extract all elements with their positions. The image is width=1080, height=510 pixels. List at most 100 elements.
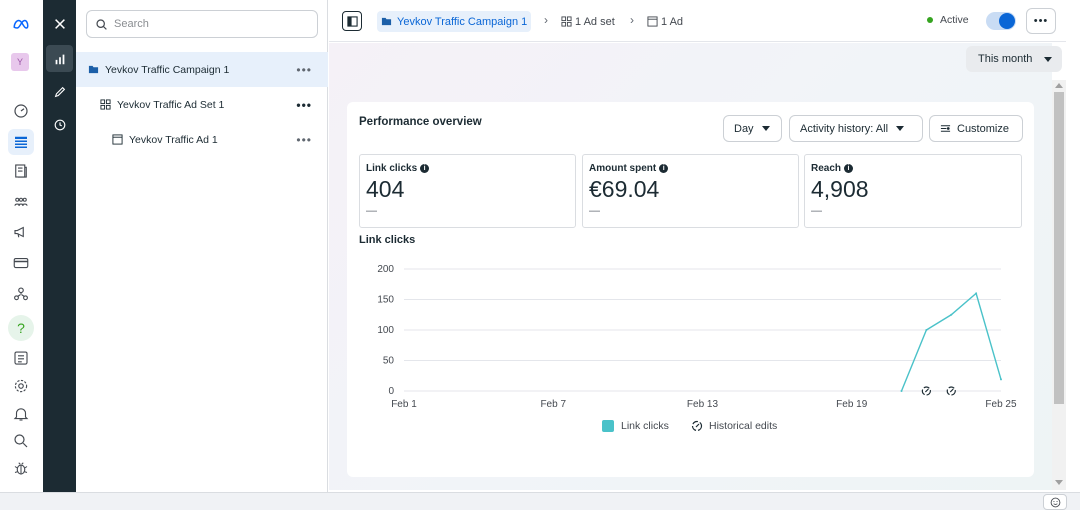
caret-down-icon [761,126,770,131]
x-tick-label: Feb 1 [391,399,417,410]
tree-search[interactable] [86,10,318,38]
bug-report-icon[interactable] [8,455,34,481]
activity-history-dropdown[interactable]: Activity history: All [789,115,923,142]
adset-grid-icon [99,99,111,111]
date-range-label: This month [978,53,1033,65]
caret-down-icon [896,126,905,131]
business-settings-icon[interactable] [8,281,34,307]
metric-comparison: — [589,205,600,217]
more-options-icon[interactable]: ••• [296,132,312,147]
campaigns-table-icon[interactable] [8,129,34,155]
x-tick-label: Feb 19 [836,399,868,410]
card-title: Performance overview [359,116,482,128]
chevron-right-icon: › [630,13,634,27]
chart-title: Link clicks [359,234,416,246]
global-nav-rail: Y ? [0,0,43,492]
performance-card: Performance overview Day Activity histor… [347,102,1034,477]
help-icon[interactable]: ? [8,315,34,341]
y-tick-label: 200 [377,264,394,275]
metric-value: 404 [366,176,405,202]
history-icon[interactable] [46,111,73,138]
status-badge: Active [927,14,969,26]
metric-link-clicks[interactable]: Link clicks i 404 — [359,154,576,228]
data-point [950,313,953,316]
feedback-button[interactable] [1043,494,1067,510]
close-icon[interactable] [46,10,73,37]
metric-value: 4,908 [811,176,869,202]
data-point [900,390,903,392]
analytics-icon[interactable] [46,45,73,72]
account-avatar[interactable]: Y [11,53,29,71]
metric-comparison: — [811,205,822,217]
scrollbar[interactable] [1052,80,1066,490]
ad-icon [647,16,658,27]
x-tick-label: Feb 7 [540,399,566,410]
metric-label: Link clicks [366,163,418,174]
scroll-down-icon[interactable] [1055,480,1063,485]
customize-label: Customize [957,122,1009,135]
activity-history-label: Activity history: All [800,122,889,135]
folder-icon [87,64,99,76]
ad-icon [111,134,123,146]
scroll-up-icon[interactable] [1055,83,1063,88]
more-options-icon[interactable]: ••• [296,97,312,112]
toggle-knob [999,13,1015,29]
date-range-dropdown[interactable]: This month [966,46,1062,72]
more-options-button[interactable]: ••• [1026,8,1056,34]
legend-link-clicks[interactable]: Link clicks [602,420,669,432]
tree-item-ad[interactable]: Yevkov Traffic Ad 1 ••• [76,122,328,157]
more-options-icon[interactable]: ••• [296,62,312,77]
info-icon[interactable]: i [420,164,430,173]
metric-reach[interactable]: Reach i 4,908 — [804,154,1022,228]
data-point [975,292,978,295]
legend-label: Historical edits [709,420,778,432]
y-tick-label: 50 [383,356,395,367]
status-label: Active [940,14,969,26]
historical-edit-marker-needle [949,388,954,393]
breadcrumb-ad[interactable]: 1 Ad [647,11,683,32]
customize-icon [940,125,951,132]
tree-item-label: Yevkov Traffic Ad Set 1 [117,98,225,111]
granularity-dropdown[interactable]: Day [723,115,782,142]
data-point [925,329,928,331]
metric-amount-spent[interactable]: Amount spent i €69.04 — [582,154,799,228]
reports-icon[interactable] [8,345,34,371]
breadcrumb-adset[interactable]: 1 Ad set [561,11,615,32]
breadcrumb-adset-label: 1 Ad set [575,15,615,28]
info-icon[interactable]: i [659,164,669,173]
status-dot-icon [927,17,933,23]
metric-value: €69.04 [589,176,660,202]
notifications-icon[interactable] [8,401,34,427]
announcements-icon[interactable] [8,219,34,245]
meta-logo-icon[interactable] [8,12,34,38]
audiences-icon[interactable] [8,189,34,215]
historical-edit-marker-needle [924,388,929,393]
info-icon[interactable]: i [844,164,854,173]
legend-historical-edits[interactable]: Historical edits [691,420,777,432]
tree-item-label: Yevkov Traffic Ad 1 [129,133,218,146]
billing-icon[interactable] [8,250,34,276]
breadcrumb-campaign[interactable]: Yevkov Traffic Campaign 1 [377,11,532,32]
catalog-icon[interactable] [8,158,34,184]
toggle-panel-button[interactable] [342,11,362,31]
settings-icon[interactable] [8,373,34,399]
edit-icon[interactable] [46,78,73,105]
legend-swatch [602,420,614,432]
search-icon [96,18,107,30]
caret-down-icon [1044,57,1052,62]
dashboard-icon[interactable] [8,98,34,124]
tree-item-adset[interactable]: Yevkov Traffic Ad Set 1 ••• [76,87,328,122]
tree-item-campaign[interactable]: Yevkov Traffic Campaign 1 ••• [76,52,328,87]
customize-button[interactable]: Customize [929,115,1023,142]
legend-label: Link clicks [621,420,669,432]
smiley-icon [1050,497,1060,507]
y-tick-label: 150 [377,295,394,306]
scroll-thumb[interactable] [1054,92,1064,404]
search-input[interactable] [114,18,304,30]
search-icon[interactable] [8,428,34,454]
folder-icon [381,17,392,26]
sidebar-panel-icon [346,15,358,27]
active-toggle[interactable] [986,12,1016,30]
metric-comparison: — [366,205,377,217]
y-tick-label: 100 [377,325,394,336]
